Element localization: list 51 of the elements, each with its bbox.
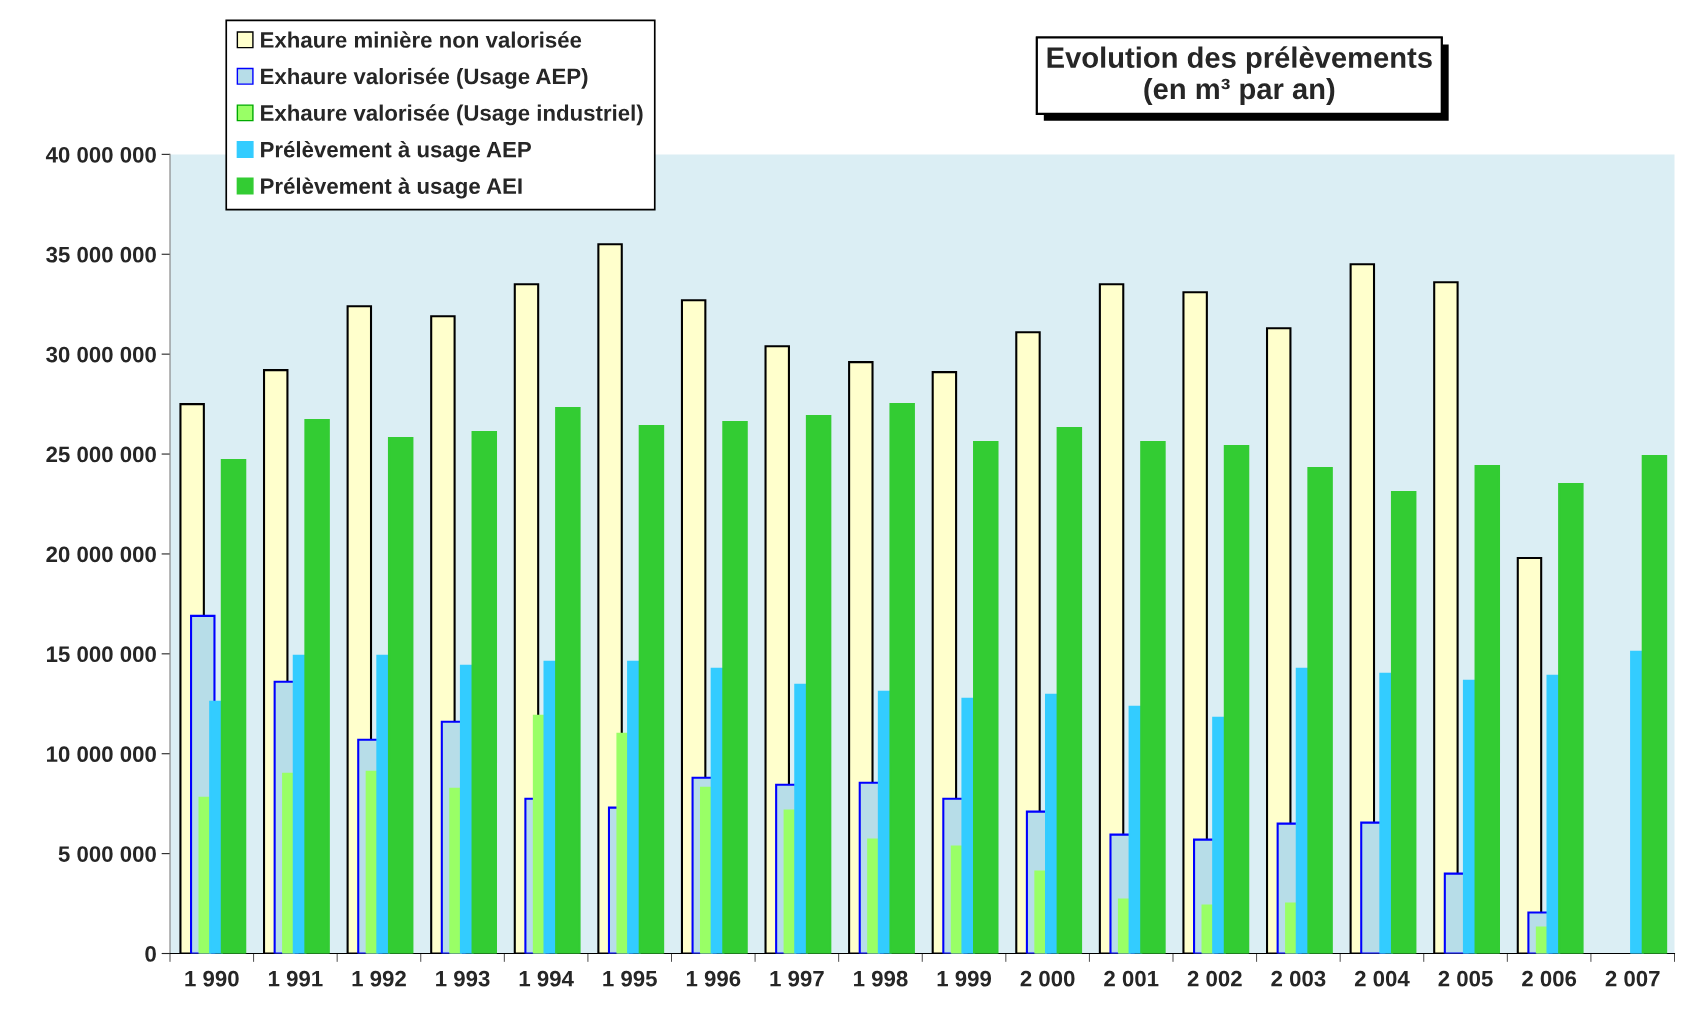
x-tick-label: 1 995 — [603, 970, 657, 987]
bar — [387, 437, 414, 954]
chart-title: Evolution des prélèvements (en m³ par an) — [1047, 46, 1432, 106]
legend-label: Prélèvement à usage AEI — [261, 177, 522, 199]
bar — [304, 419, 330, 954]
x-tick-label: 1 997 — [770, 970, 824, 987]
x-tick-label: 2 000 — [1020, 970, 1075, 987]
bar — [1307, 466, 1333, 954]
y-tick-label: 25 000 000 — [46, 446, 156, 463]
x-tick-label: 1 999 — [937, 970, 992, 987]
bar — [555, 407, 581, 954]
x-tick-label: 2 006 — [1522, 970, 1577, 987]
y-tick-label: 40 000 000 — [45, 146, 156, 163]
bar — [471, 431, 498, 954]
x-tick-label: 1 994 — [519, 970, 574, 987]
x-tick-label: 2 003 — [1271, 970, 1326, 987]
y-tick-label: 35 000 000 — [46, 246, 156, 263]
bar — [1474, 465, 1501, 954]
legend-label: Prélèvement à usage AEP — [261, 140, 531, 162]
bar — [1641, 455, 1668, 954]
bar — [1558, 482, 1584, 954]
legend-label: Exhaure valorisée (Usage AEP) — [261, 67, 588, 89]
x-tick-label: 1 998 — [854, 970, 908, 987]
bar — [638, 425, 665, 954]
bar — [805, 415, 832, 954]
x-tick-label: 1 993 — [436, 970, 490, 987]
y-tick-label: 0 — [145, 946, 156, 962]
bar — [973, 441, 999, 954]
y-tick-label: 5 000 000 — [58, 846, 156, 862]
x-tick-label: 1 992 — [352, 970, 406, 987]
x-tick-label: 2 005 — [1438, 970, 1493, 987]
x-tick-label: 1 996 — [686, 970, 741, 987]
x-tick-label: 2 004 — [1354, 970, 1410, 987]
bar — [1223, 445, 1250, 954]
bar — [1390, 490, 1417, 954]
bar — [1056, 427, 1083, 954]
legend-label: Exhaure valorisée (Usage industriel) — [261, 104, 643, 126]
y-tick-label: 15 000 000 — [47, 646, 156, 663]
y-tick-label: 30 000 000 — [46, 346, 156, 363]
y-tick-label: 20 000 000 — [46, 546, 156, 563]
bar — [1140, 441, 1166, 954]
x-tick-label: 2 002 — [1187, 970, 1242, 987]
bar — [220, 459, 247, 954]
bar — [722, 421, 748, 954]
bar — [889, 403, 915, 954]
x-tick-label: 1 990 — [185, 970, 239, 987]
y-tick-label: 10 000 000 — [47, 746, 156, 762]
legend-label: Exhaure minière non valorisée — [261, 31, 582, 48]
x-tick-label: 2 007 — [1605, 970, 1660, 987]
x-tick-label: 1 991 — [268, 970, 323, 987]
x-tick-label: 2 001 — [1104, 970, 1159, 987]
